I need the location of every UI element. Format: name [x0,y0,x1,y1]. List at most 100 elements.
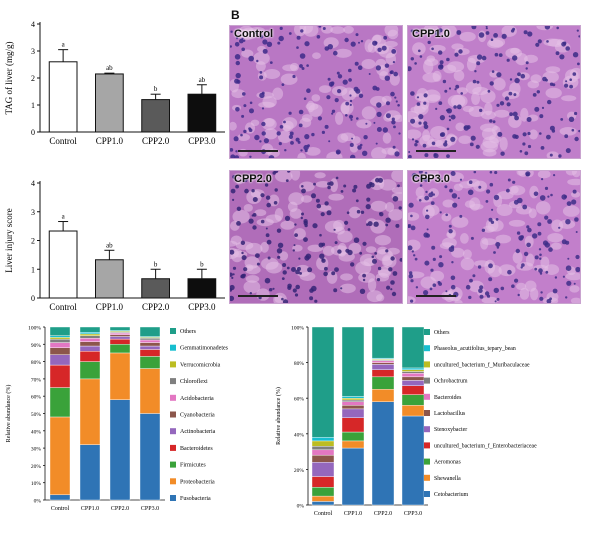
nucleus-dot [446,108,452,114]
cytoplasm-blob [392,114,402,123]
cytoplasm-blob [446,231,455,239]
cytoplasm-blob [277,130,293,143]
nucleus-dot [277,242,284,248]
nucleus-dot [453,105,457,109]
nucleus-dot [276,131,281,136]
nucleus-dot [410,118,416,124]
stack-segment [311,454,335,463]
nucleus-dot [448,87,452,90]
nucleus-dot [255,253,260,258]
nucleus-dot [395,100,398,103]
nucleus-dot [292,74,296,79]
legend-swatch [424,393,430,400]
nucleus-dot [476,54,483,60]
nucleus-dot [410,29,414,33]
stack-segment [139,356,161,369]
nucleus-dot [392,145,396,149]
nucleus-dot [261,107,265,110]
nucleus-dot [304,149,308,153]
nucleus-dot [491,70,495,73]
scale-bar [238,295,278,297]
stack-segment [49,347,71,355]
nucleus-dot [489,119,493,123]
nucleus-dot [235,184,239,189]
nucleus-dot [391,49,397,54]
nucleus-dot [450,171,456,176]
legend-label: Bacteroidetes [180,446,213,452]
y-tick-label: 3 [31,47,35,56]
nucleus-dot [278,35,284,42]
cytoplasm-blob [261,257,279,270]
nucleus-dot [376,111,382,117]
nucleus-dot [254,134,260,141]
cytoplasm-blob [472,86,489,96]
cytoplasm-blob [231,89,246,99]
scale-bar [238,150,278,152]
cytoplasm-blob [343,26,354,34]
nucleus-dot [289,131,294,136]
nucleus-dot [334,267,339,272]
nucleus-dot [523,251,529,257]
bar [187,93,217,133]
nucleus-dot [249,101,253,105]
cytoplasm-blob [384,40,398,48]
cytoplasm-blob [334,48,352,58]
nucleus-dot [459,178,463,181]
nucleus-dot [500,286,505,291]
nucleus-dot [320,212,325,217]
nucleus-dot [537,222,542,227]
nucleus-dot [575,266,580,273]
x-tick-label: Control [49,302,77,312]
cytoplasm-blob [456,87,468,95]
nucleus-dot [566,201,572,206]
y-tick-label: 0 [31,294,35,303]
nucleus-dot [291,267,296,272]
nucleus-dot [544,215,549,220]
bar [95,73,124,133]
cytoplasm-blob [485,218,499,232]
nucleus-dot [349,143,354,147]
nucleus-dot [496,72,502,78]
legend-label: Shewanella [434,476,461,482]
nucleus-dot [537,231,542,236]
nucleus-dot [532,233,538,239]
nucleus-dot [301,188,306,194]
nucleus-dot [448,119,452,122]
nucleus-dot [243,104,247,108]
y-tick-label: 4 [31,179,35,188]
x-tick-label: CPP1.0 [344,511,362,517]
nucleus-dot [418,121,422,125]
nucleus-dot [343,184,347,188]
cytoplasm-blob [422,129,431,142]
nucleus-dot [562,275,565,278]
cytoplasm-blob [388,209,402,221]
nucleus-dot [470,236,474,240]
nucleus-dot [427,30,432,35]
cytoplasm-blob [508,219,526,227]
nucleus-dot [572,72,577,76]
cytoplasm-blob [451,43,464,50]
nucleus-dot [388,267,393,272]
nucleus-dot [259,140,262,143]
stack-segment [139,339,161,343]
x-tick-label: CPP1.0 [96,136,124,146]
stack-segment [311,437,335,442]
cytoplasm-blob [361,59,376,69]
legend-label: Fusobacteria [180,496,211,502]
nucleus-dot [230,188,236,194]
nucleus-dot [438,101,443,105]
nucleus-dot [509,78,513,81]
genus-stacked-chart: 0% 20% 40% 60% 80% 100% Relative abundance (%)… [275,326,537,518]
legend-label: Others [434,330,450,336]
tissue-texture [408,26,580,158]
nucleus-dot [374,41,378,45]
nucleus-dot [569,84,573,89]
nucleus-dot [259,35,264,39]
cytoplasm-blob [358,272,376,283]
nucleus-dot [358,93,364,99]
y-tick-label: 90% [31,343,42,349]
nucleus-dot [398,132,401,135]
nucleus-dot [546,134,551,140]
nucleus-dot [235,72,241,79]
nucleus-dot [431,141,436,146]
